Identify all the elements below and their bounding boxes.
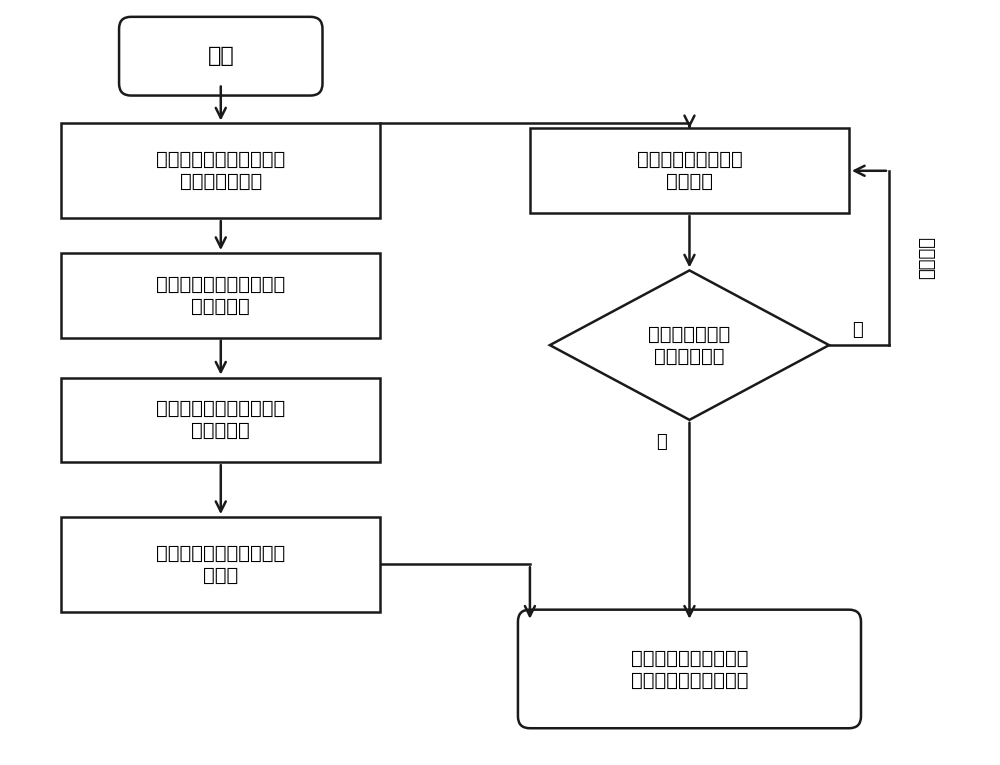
- Text: 建立各优化函数分项
分配权重: 建立各优化函数分项 分配权重: [637, 150, 742, 191]
- Text: 建立多光路系统光焦度分
配优化函数分项: 建立多光路系统光焦度分 配优化函数分项: [156, 150, 285, 191]
- Bar: [61, 517, 380, 612]
- Bar: [61, 123, 380, 218]
- Bar: [61, 377, 380, 462]
- Text: 否: 否: [852, 321, 862, 339]
- Bar: [61, 253, 380, 337]
- Bar: [530, 129, 849, 213]
- FancyBboxPatch shape: [119, 17, 322, 96]
- Text: 优化权重: 优化权重: [918, 236, 936, 279]
- Text: 建立两反光路近轴像差优
化函数分项: 建立两反光路近轴像差优 化函数分项: [156, 275, 285, 316]
- Text: 建立光机结构参数优化函
数分项: 建立光机结构参数优化函 数分项: [156, 544, 285, 584]
- Text: 建立折反光路近轴像差优
化函数分项: 建立折反光路近轴像差优 化函数分项: [156, 399, 285, 441]
- Text: 是: 是: [656, 433, 667, 451]
- Text: 开始: 开始: [207, 46, 234, 67]
- Text: 获得最小目标函数对应
的多光路系统初始结构: 获得最小目标函数对应 的多光路系统初始结构: [631, 649, 748, 689]
- FancyBboxPatch shape: [518, 610, 861, 728]
- Text: 搜索与优化获得
最小目标函数: 搜索与优化获得 最小目标函数: [648, 324, 731, 366]
- Polygon shape: [550, 270, 829, 420]
